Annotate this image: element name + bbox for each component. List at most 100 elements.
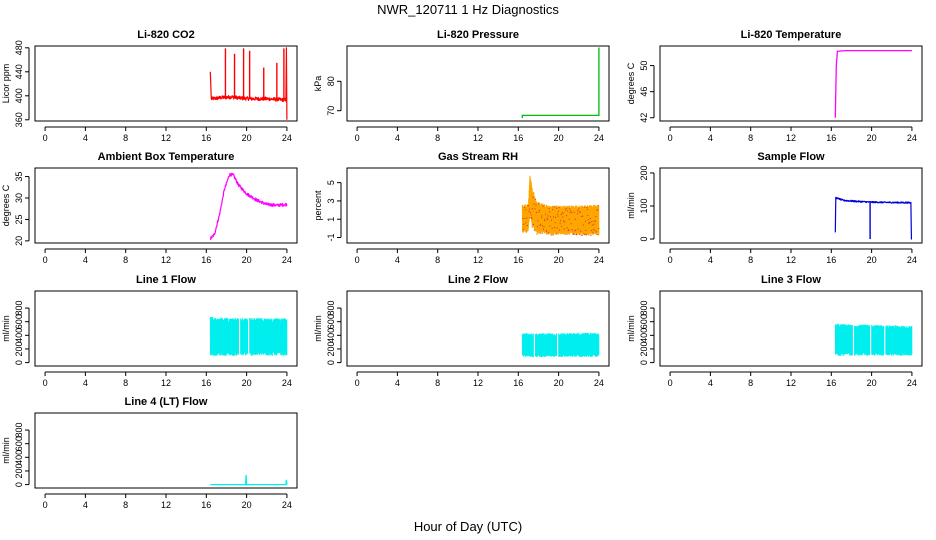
series-point: [555, 232, 557, 234]
y-axis-label: Licor ppm: [1, 64, 11, 104]
series-point: [592, 229, 594, 231]
chart-title: Line 3 Flow: [761, 274, 821, 286]
series-point: [589, 218, 591, 220]
series-point: [585, 229, 587, 231]
y-tick-label: 400: [14, 328, 24, 343]
x-tick-label: 24: [594, 255, 604, 265]
y-tick-label: 46: [639, 87, 649, 97]
series-point: [577, 228, 579, 230]
series-point: [544, 219, 546, 221]
series-point: [533, 203, 535, 205]
series-point: [560, 213, 562, 215]
series-point: [542, 228, 544, 230]
series-point: [581, 234, 583, 236]
series-point: [571, 211, 573, 213]
series-point: [541, 215, 543, 217]
y-tick-label: 600: [326, 314, 336, 329]
series-point: [574, 230, 576, 232]
series-point: [596, 234, 598, 236]
plot-frame: [34, 290, 298, 367]
series-point: [560, 219, 562, 221]
chart-title: Li-820 Pressure: [437, 29, 519, 41]
series-point: [587, 219, 589, 221]
x-tick-label: 4: [395, 378, 400, 388]
y-tick-label: 400: [326, 328, 336, 343]
x-tick-label: 12: [161, 500, 171, 510]
series-point: [561, 225, 563, 227]
series-line: [834, 323, 913, 356]
x-tick-label: 4: [83, 500, 88, 510]
chart-li-820-pressure: Li-820 Pressure kPa 0 4 8 12 16 20 24 70 80: [313, 29, 610, 143]
series-point: [592, 231, 594, 233]
series-point: [528, 210, 530, 212]
series-point: [528, 208, 530, 210]
x-tick-label: 16: [201, 133, 211, 143]
series-point: [530, 214, 532, 216]
x-tick-label: 24: [594, 378, 604, 388]
series-point: [545, 213, 547, 215]
x-tick-label: 24: [282, 255, 292, 265]
series-point: [594, 220, 596, 222]
y-tick-label: -1: [326, 234, 336, 242]
series-point: [575, 234, 577, 236]
chart-gas-stream-rh: Gas Stream RH percent 0 4 8 12 16 20 24 -1 1 3 5: [313, 151, 610, 265]
y-tick-label: 200: [326, 341, 336, 356]
plot-frame: [659, 290, 923, 367]
series-point: [559, 222, 561, 224]
series-point: [551, 227, 553, 229]
chart-li-820-co2: Li-820 CO2 Licor ppm 0 4 8 12 16 20 24 360 400 440 4…: [1, 29, 298, 143]
chart-line-2-flow: Line 2 Flow ml/min 0 4 8 12 16 20 24 0 20040060080…: [313, 274, 610, 388]
x-tick-label: 16: [826, 378, 836, 388]
series-point: [568, 218, 570, 220]
y-tick-label: 400: [639, 328, 649, 343]
series-point: [576, 233, 578, 235]
series-point: [581, 215, 583, 217]
series-point: [548, 208, 550, 210]
series-line: [521, 175, 600, 236]
y-tick-label: 800: [14, 423, 24, 438]
series-point: [589, 222, 591, 224]
y-axis-label: kPa: [313, 76, 323, 92]
y-tick-label: 5: [326, 180, 336, 185]
x-tick-label: 16: [201, 378, 211, 388]
series-point: [554, 222, 556, 224]
series-point: [564, 233, 566, 235]
x-tick-label: 0: [43, 255, 48, 265]
x-tick-label: 8: [435, 378, 440, 388]
series-point: [535, 211, 537, 213]
series-point: [542, 205, 544, 207]
series-line: [521, 332, 600, 358]
series-point: [543, 226, 545, 228]
series-point: [547, 215, 549, 217]
x-tick-label: 8: [123, 255, 128, 265]
series-point: [526, 225, 528, 227]
chart-title: Sample Flow: [757, 151, 825, 163]
series-point: [556, 227, 558, 229]
series-point: [564, 221, 566, 223]
x-tick-label: 24: [907, 378, 917, 388]
x-tick-label: 4: [83, 133, 88, 143]
y-tick-label: 800: [639, 301, 649, 316]
series-point: [549, 211, 551, 213]
x-tick-label: 12: [786, 133, 796, 143]
series-point: [595, 231, 597, 233]
series-point: [538, 211, 540, 213]
x-tick-label: 16: [513, 255, 523, 265]
chart-title: Ambient Box Temperature: [98, 151, 235, 163]
series-line: [209, 172, 288, 241]
series-point: [582, 224, 584, 226]
y-tick-label: 25: [14, 214, 24, 224]
series-line: [210, 474, 288, 486]
series-point: [525, 222, 527, 224]
series-point: [539, 224, 541, 226]
y-tick-label: 440: [14, 64, 24, 79]
y-tick-label: 800: [14, 301, 24, 316]
series-point: [578, 211, 580, 213]
series-point: [586, 208, 588, 210]
series-point: [577, 210, 579, 212]
series-point: [529, 217, 531, 219]
plot-frame: [659, 45, 923, 122]
series-point: [598, 228, 600, 230]
